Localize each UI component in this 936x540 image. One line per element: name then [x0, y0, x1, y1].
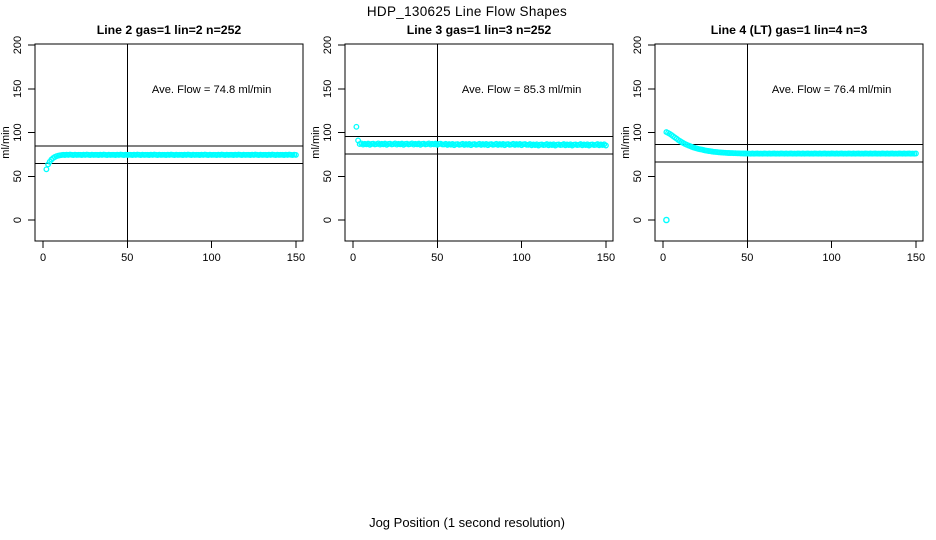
page-title: HDP_130625 Line Flow Shapes: [367, 4, 567, 19]
outlier-point: [663, 216, 670, 224]
data-points: [663, 129, 919, 224]
plot-box: [654, 43, 924, 242]
panels-group: Line 2 gas=1 lin=2 n=252 Ave. Flow = 74.8…: [0, 23, 925, 264]
y-tick-label: 0: [632, 217, 644, 223]
x-tick-label: 50: [741, 252, 753, 264]
y-axis-label: ml/min: [0, 126, 12, 158]
x-tick-label: 100: [202, 252, 220, 264]
x-axis-label: Jog Position (1 second resolution): [369, 515, 565, 530]
plot-box: [344, 43, 614, 242]
panel-title: Line 4 (LT) gas=1 lin=4 n=3: [711, 23, 868, 37]
y-tick-label: 200: [632, 36, 644, 54]
y-axis-label: ml/min: [620, 126, 632, 158]
y-tick-label: 100: [322, 123, 334, 141]
y-tick-label: 50: [322, 170, 334, 182]
data-point: [912, 150, 919, 157]
x-tick-label: 50: [121, 252, 133, 264]
y-tick-label: 200: [12, 36, 24, 54]
x-tick-label: 0: [350, 252, 356, 264]
data-points: [43, 151, 299, 173]
y-tick-label: 200: [322, 36, 334, 54]
panel-title: Line 3 gas=1 lin=3 n=252: [407, 23, 552, 37]
y-tick-label: 0: [12, 217, 24, 223]
y-tick-label: 0: [322, 217, 334, 223]
data-points: [353, 123, 609, 149]
ave-flow-annotation: Ave. Flow = 76.4 ml/min: [772, 84, 891, 96]
x-tick-label: 0: [660, 252, 666, 264]
x-tick-label: 100: [512, 252, 530, 264]
y-tick-label: 150: [632, 80, 644, 98]
x-tick-label: 100: [822, 252, 840, 264]
data-point: [292, 151, 299, 158]
y-tick-label: 150: [12, 80, 24, 98]
data-point: [353, 123, 360, 130]
x-tick-label: 150: [287, 252, 305, 264]
y-tick-label: 50: [12, 170, 24, 182]
data-point: [602, 142, 609, 149]
y-tick-label: 50: [632, 170, 644, 182]
plot-box: [34, 43, 304, 242]
x-tick-label: 0: [40, 252, 46, 264]
y-tick-label: 100: [632, 123, 644, 141]
panel-2: Line 3 gas=1 lin=3 n=252 Ave. Flow = 85.3…: [310, 23, 615, 264]
x-tick-label: 150: [907, 252, 925, 264]
data-point: [43, 166, 50, 173]
panel-3: Line 4 (LT) gas=1 lin=4 n=3 Ave. Flow = 7…: [620, 23, 925, 264]
y-tick-label: 150: [322, 80, 334, 98]
x-tick-label: 50: [431, 252, 443, 264]
panel-title: Line 2 gas=1 lin=2 n=252: [97, 23, 242, 37]
y-axis-label: ml/min: [310, 126, 322, 158]
panel-1: Line 2 gas=1 lin=2 n=252 Ave. Flow = 74.8…: [0, 23, 305, 264]
y-tick-label: 100: [12, 123, 24, 141]
ave-flow-annotation: Ave. Flow = 74.8 ml/min: [152, 84, 271, 96]
ave-flow-annotation: Ave. Flow = 85.3 ml/min: [462, 84, 581, 96]
x-tick-label: 150: [597, 252, 615, 264]
